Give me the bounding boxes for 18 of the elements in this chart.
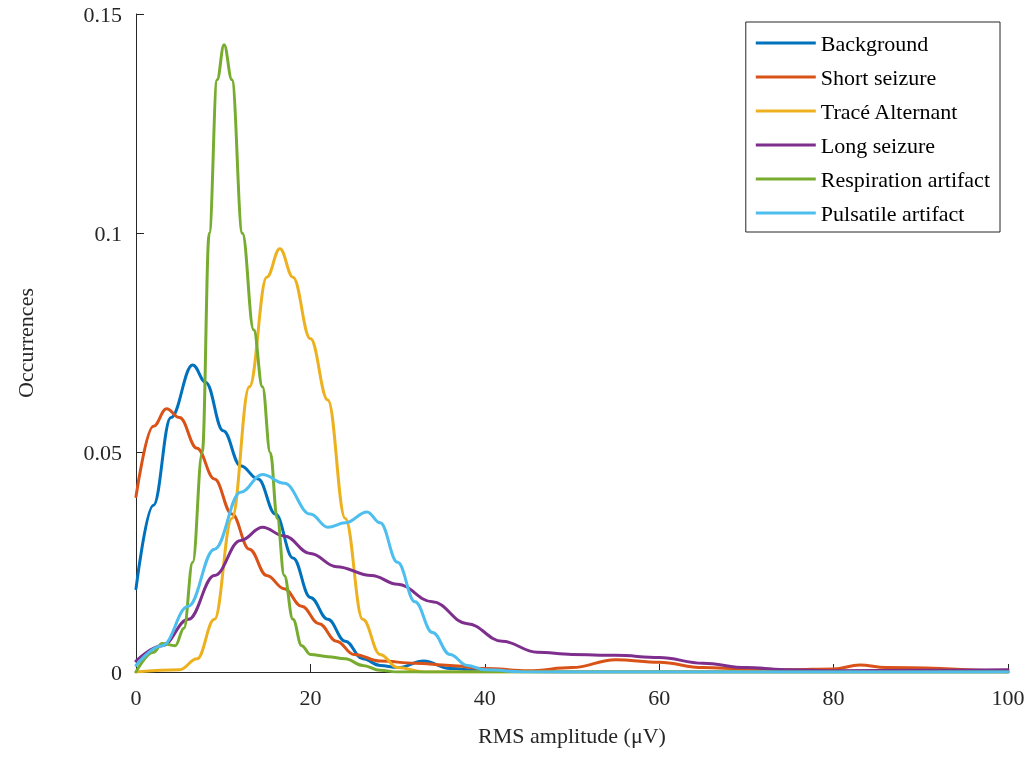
y-tick-label: 0 xyxy=(111,659,122,685)
legend-label: Short seizure xyxy=(820,64,937,90)
y-tick-label: 0.15 xyxy=(83,1,122,27)
y-tick-label: 0.1 xyxy=(94,220,122,246)
legend-label: Pulsatile artifact xyxy=(820,200,965,226)
y-axis-title: Occurrences xyxy=(12,288,38,398)
x-tick-label: 80 xyxy=(822,684,845,710)
legend-label: Background xyxy=(820,30,929,56)
legend-label: Tracé Alternant xyxy=(820,98,958,124)
x-tick-label: 40 xyxy=(473,684,496,710)
legend-label: Long seizure xyxy=(820,132,936,158)
x-tick-label: 60 xyxy=(648,684,671,710)
y-tick-label: 0.05 xyxy=(83,440,122,466)
x-tick-label: 100 xyxy=(991,684,1025,710)
legend-label: Respiration artifact xyxy=(820,166,991,192)
x-tick-label: 20 xyxy=(299,684,322,710)
x-tick-label: 0 xyxy=(130,684,142,710)
x-axis-title: RMS amplitude (μV) xyxy=(478,722,666,748)
